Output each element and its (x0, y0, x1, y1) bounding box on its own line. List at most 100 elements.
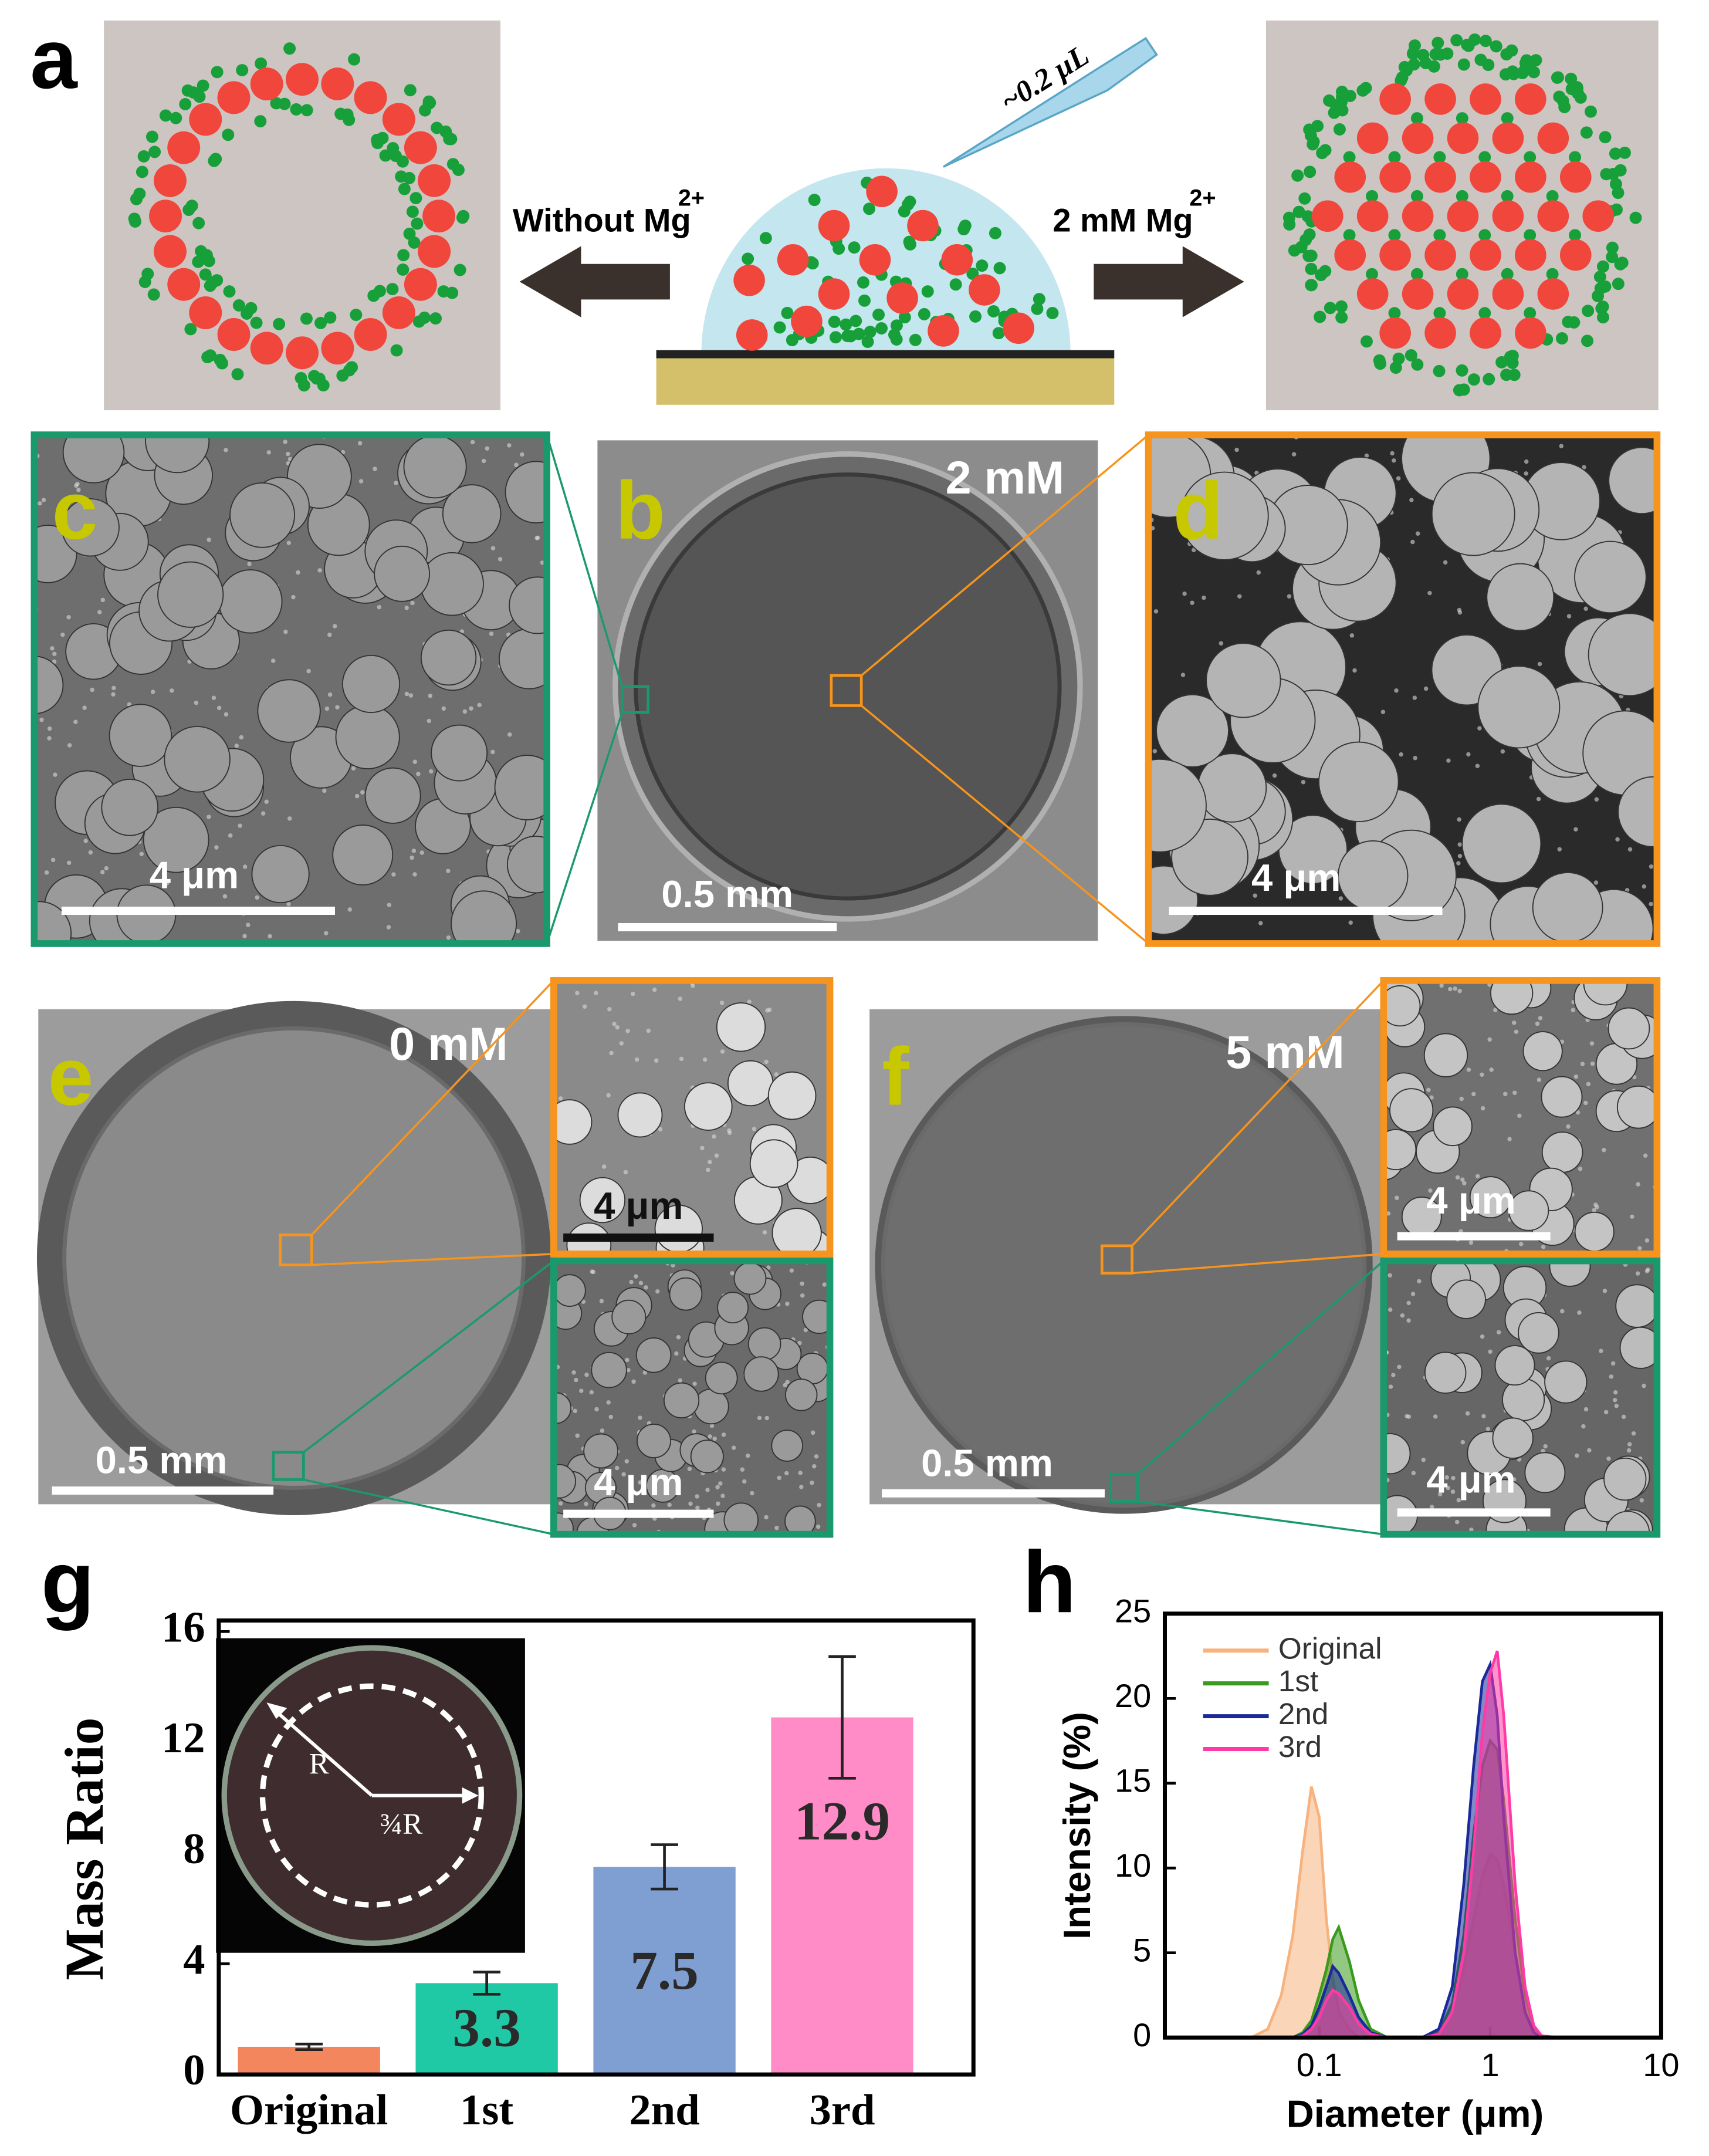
small-particle (403, 171, 416, 184)
left-arrow (519, 246, 670, 317)
sem-small-particle (1380, 709, 1386, 714)
sem-small-particle (1635, 1271, 1640, 1276)
sem-sphere (747, 1327, 781, 1361)
small-particle (1304, 165, 1317, 178)
sem-small-particle (558, 1501, 563, 1506)
sem-small-particle (286, 540, 292, 545)
small-particle (1565, 72, 1578, 85)
sem-sphere (1617, 776, 1657, 847)
sem-small-particle (1546, 1356, 1551, 1361)
sem-small-particle (1396, 476, 1401, 481)
large-particle (1559, 161, 1592, 193)
small-particle (412, 315, 425, 328)
small-particle (300, 312, 313, 325)
large-particle (217, 318, 251, 351)
sem-small-particle (558, 1096, 563, 1101)
small-particle (254, 115, 267, 128)
large-particle (907, 209, 939, 242)
sem-small-particle (47, 726, 52, 731)
zoom-box (621, 685, 649, 714)
sem-small-particle (1426, 1087, 1431, 1093)
small-particle (1501, 112, 1514, 125)
sem-small-particle (644, 1285, 648, 1290)
sem-small-particle (207, 815, 211, 819)
small-particle (1343, 151, 1356, 164)
inset-annotation: ¾R (380, 1807, 423, 1841)
small-particle (1546, 268, 1559, 281)
sem-sphere (420, 552, 484, 616)
small-particle (1607, 168, 1620, 180)
sem-small-particle (327, 692, 333, 697)
sem-sphere (341, 654, 401, 714)
sem-small-particle (1460, 1177, 1465, 1182)
sem-small-particle (1496, 1330, 1501, 1335)
small-particle (211, 66, 224, 79)
sem-small-particle (1487, 1037, 1492, 1042)
small-particle (1599, 280, 1612, 293)
arrow-label-superscript: 2+ (1189, 185, 1216, 211)
large-particle (866, 175, 898, 208)
small-particle (828, 315, 841, 328)
small-particle (199, 268, 212, 281)
sem-small-particle (1583, 606, 1588, 611)
sem-sphere (1389, 1088, 1434, 1133)
large-particle (1470, 161, 1501, 193)
sem-small-particle (777, 1475, 781, 1481)
sem-small-particle (412, 759, 418, 764)
small-particle (808, 194, 821, 207)
sem-small-particle (599, 1299, 604, 1303)
sem-small-particle (623, 1170, 628, 1175)
sem-small-particle (721, 1467, 726, 1472)
small-particle (1569, 229, 1582, 242)
small-particle (1456, 190, 1468, 202)
sem-sphere (1431, 472, 1515, 556)
small-particle (290, 103, 303, 116)
small-particle (1592, 289, 1605, 302)
right-arrow (1094, 246, 1244, 317)
small-particle (1405, 349, 1417, 361)
sem-small-particle (1512, 1090, 1517, 1095)
sem-small-particle (789, 1268, 794, 1273)
sem-small-particle (822, 1282, 827, 1287)
small-particle (1046, 306, 1059, 319)
large-particle (1447, 122, 1479, 154)
sem-small-particle (1405, 1414, 1409, 1419)
small-particle (857, 276, 869, 289)
sem-small-particle (1592, 1208, 1596, 1212)
x-tick-label: 1st (460, 2086, 513, 2134)
sem-sphere (784, 1378, 818, 1411)
sem-small-particle (1433, 1414, 1438, 1419)
sem-small-particle (764, 1415, 769, 1421)
sem-small-particle (1409, 498, 1414, 502)
sem-small-particle (224, 448, 228, 452)
sem-small-particle (411, 849, 417, 853)
small-particle (1612, 187, 1625, 200)
sem-sphere (1156, 694, 1229, 768)
bar (415, 1983, 558, 2075)
sem-small-particle (1480, 1072, 1484, 1077)
concentration-label: 0 mM (389, 1018, 508, 1070)
sem-sphere (1588, 613, 1657, 697)
sem-small-particle (1423, 686, 1429, 691)
x-tick-label: 10 (1643, 2046, 1679, 2083)
sem-small-particle (1577, 1310, 1582, 1315)
small-particle (170, 111, 182, 124)
sem-small-particle (66, 615, 71, 620)
sem-small-particle (1287, 594, 1292, 599)
sem-small-particle (601, 1164, 607, 1169)
sem-image (1148, 435, 1657, 944)
small-particle (840, 318, 852, 331)
sem-small-particle (1349, 633, 1355, 638)
sem-small-particle (712, 1436, 717, 1441)
sem-small-particle (53, 772, 57, 777)
small-particle (1457, 58, 1470, 71)
large-particle (418, 235, 451, 268)
sem-small-particle (1582, 465, 1586, 469)
scale-bar-label: 4 μm (1426, 1458, 1515, 1501)
small-particle (404, 84, 417, 97)
sem-sphere (553, 1274, 586, 1307)
small-particle (300, 104, 313, 117)
sem-small-particle (1649, 864, 1654, 869)
sem-small-particle (1237, 594, 1242, 599)
sem-small-particle (631, 1379, 636, 1384)
